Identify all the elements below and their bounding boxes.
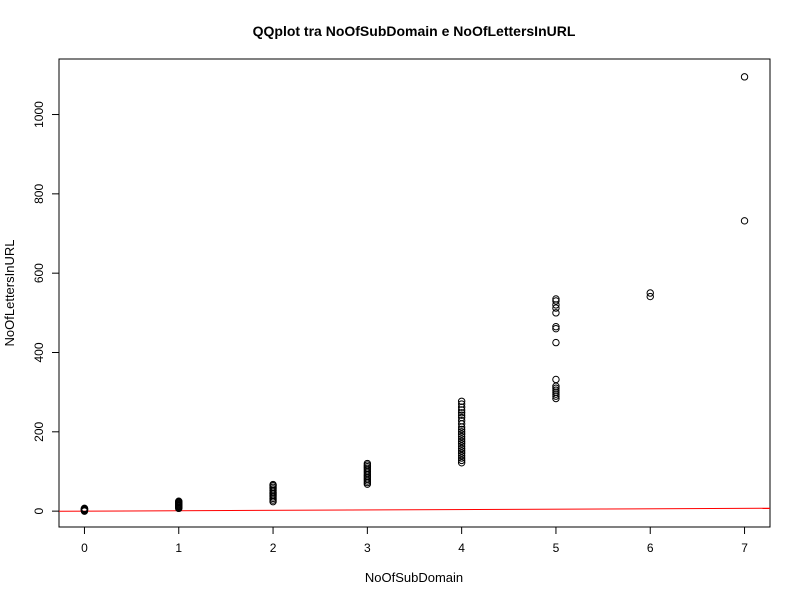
- data-point: [552, 309, 560, 317]
- data-point: [457, 417, 466, 425]
- x-axis-label: NoOfSubDomain: [365, 570, 463, 585]
- x-tick-label: 2: [270, 541, 277, 555]
- data-point: [740, 73, 749, 81]
- data-point: [552, 375, 560, 384]
- data-point: [740, 217, 749, 225]
- data-point: [457, 409, 466, 417]
- data-point: [457, 411, 466, 419]
- data-point: [363, 459, 372, 468]
- data-point: [457, 437, 466, 446]
- y-tick-label: 400: [32, 342, 46, 362]
- data-point: [646, 292, 654, 301]
- data-point: [457, 440, 466, 448]
- data-point: [552, 323, 560, 331]
- reference-line-group: [58, 507, 771, 512]
- plot-frame: [58, 58, 771, 528]
- data-point: [457, 397, 466, 405]
- data-point: [457, 454, 466, 462]
- y-tick-label: 1000: [32, 101, 46, 128]
- x-tick-label: 7: [741, 541, 748, 555]
- data-point: [457, 451, 466, 460]
- data-point: [457, 435, 466, 443]
- data-point: [457, 447, 466, 455]
- x-tick-label: 6: [647, 541, 654, 555]
- data-point: [457, 425, 466, 434]
- data-point: [457, 428, 466, 436]
- data-point: [457, 400, 466, 408]
- data-point: [457, 430, 466, 438]
- data-point: [552, 297, 560, 305]
- y-tick-label: 0: [32, 507, 46, 514]
- data-point: [552, 295, 560, 303]
- y-axis: 0 200 400 600 800 1000: [32, 101, 60, 514]
- x-axis: 0 1 2 3 4 5 6 7: [81, 526, 748, 555]
- chart-title: QQplot tra NoOfSubDomain e NoOfLettersIn…: [253, 23, 576, 39]
- x-tick-label: 4: [458, 541, 465, 555]
- y-tick-label: 800: [32, 184, 46, 204]
- data-point: [80, 504, 89, 513]
- y-axis-label: NoOfLettersInURL: [2, 240, 17, 347]
- data-point: [552, 324, 560, 333]
- data-point: [269, 480, 277, 489]
- y-tick-label: 200: [32, 421, 46, 441]
- qq-reference-line: [58, 507, 771, 512]
- x-tick-label: 3: [364, 541, 371, 555]
- data-point: [457, 456, 466, 465]
- data-point: [457, 432, 466, 441]
- x-tick-label: 1: [175, 541, 182, 555]
- data-point: [457, 444, 466, 453]
- data-point: [457, 413, 466, 422]
- data-point: [457, 459, 466, 467]
- data-point: [646, 289, 654, 297]
- data-point: [457, 449, 466, 457]
- data-point: [175, 497, 183, 505]
- data-point: [552, 338, 560, 347]
- x-tick-label: 0: [81, 541, 88, 555]
- data-point: [552, 304, 560, 312]
- data-point: [457, 442, 466, 450]
- data-point: [552, 384, 560, 392]
- data-point: [552, 386, 560, 394]
- x-tick-label: 5: [553, 541, 560, 555]
- points-group: [80, 73, 749, 515]
- y-tick-label: 600: [32, 263, 46, 283]
